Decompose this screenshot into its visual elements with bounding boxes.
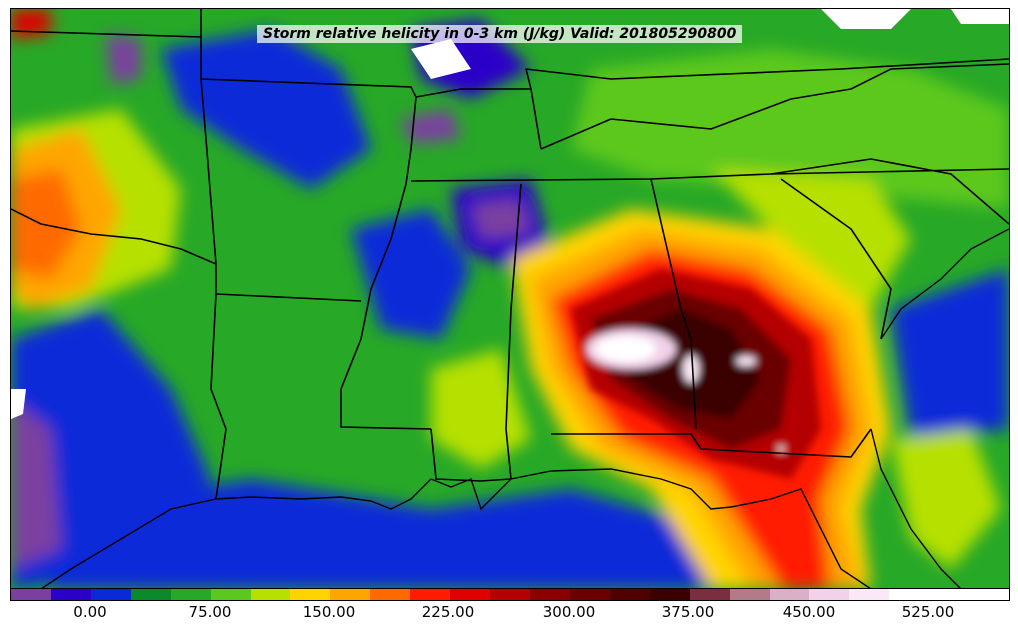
colorbar-segment [450, 589, 491, 600]
colorbar-segment [50, 589, 91, 600]
colorbar [10, 588, 1010, 601]
colorbar-tick: 375.00 [661, 603, 715, 621]
colorbar-segment [889, 589, 930, 600]
white-patch [11, 389, 26, 419]
colorbar-segment [90, 589, 131, 600]
colorbar-tick: 150.00 [302, 603, 356, 621]
colorbar-segment [769, 589, 810, 600]
colorbar-segment [250, 589, 291, 600]
helicity-contours [11, 9, 1009, 589]
helicity-map: Storm relative helicity in 0-3 km (J/kg)… [10, 8, 1010, 590]
colorbar-segment [649, 589, 690, 600]
colorbar-tick: 450.00 [782, 603, 836, 621]
colorbar-segment [490, 589, 530, 600]
colorbar-segment [290, 589, 331, 600]
white-patch [821, 9, 911, 29]
colorbar-segment [130, 589, 171, 600]
colorbar-tick: 525.00 [901, 603, 955, 621]
colorbar-tick: 0.00 [73, 603, 107, 621]
colorbar-segment [609, 589, 650, 600]
colorbar-segment [210, 589, 251, 600]
colorbar-segment [370, 589, 411, 600]
colorbar-segment [170, 589, 211, 600]
white-patch [951, 9, 1009, 24]
colorbar-segment [410, 589, 451, 600]
colorbar-segment [929, 589, 970, 600]
colorbar-segment [569, 589, 610, 600]
storm-core [571, 269, 821, 479]
map-title: Storm relative helicity in 0-3 km (J/kg)… [257, 25, 743, 43]
colorbar-segment [689, 589, 730, 600]
colorbar-tick: 225.00 [421, 603, 475, 621]
colorbar-tick: 75.00 [188, 603, 232, 621]
colorbar-segment [729, 589, 770, 600]
white-patch [411, 39, 471, 79]
state-boundaries [11, 9, 1009, 500]
map-canvas [11, 9, 1009, 589]
colorbar-segment [969, 589, 1010, 600]
colorbar-segment [809, 589, 850, 600]
colorbar-segment [529, 589, 570, 600]
colorbar-tick: 300.00 [542, 603, 596, 621]
colorbar-segment [849, 589, 890, 600]
coastline [40, 228, 1009, 589]
colorbar-segment [11, 589, 51, 600]
colorbar-segment [330, 589, 371, 600]
